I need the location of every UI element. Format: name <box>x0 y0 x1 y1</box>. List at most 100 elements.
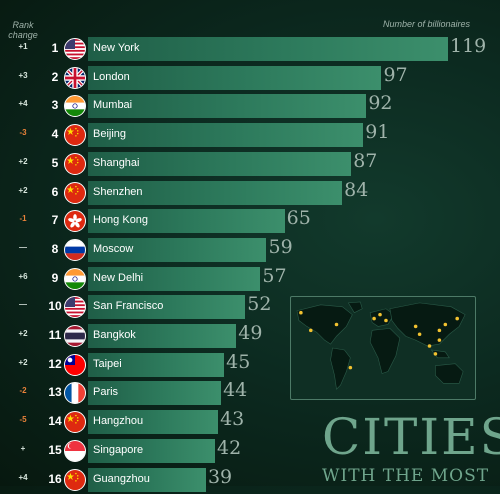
city-label: London <box>93 70 130 83</box>
rank-number: 16 <box>48 471 62 486</box>
rank-change: -1 <box>19 214 27 224</box>
bar <box>88 209 285 234</box>
chart-row: +15 Singapore 42 <box>0 437 500 465</box>
city-label: Beijing <box>93 128 127 141</box>
value-label: 65 <box>286 207 311 230</box>
value-label: 42 <box>217 436 242 459</box>
city-label: Hangzhou <box>93 415 144 428</box>
value-label: 97 <box>383 63 408 86</box>
chart-row: -3 4 Beijing 91 <box>0 121 500 149</box>
bar <box>88 295 246 320</box>
rank-number: 1 <box>51 41 59 55</box>
chart-row: +3 2 London 97 <box>0 64 500 92</box>
value-label: 49 <box>238 322 263 344</box>
chart-row: -2 13 Paris 44 <box>0 379 500 407</box>
bar <box>88 410 219 435</box>
flag-icon <box>64 38 86 60</box>
flag-icon <box>64 124 86 147</box>
rank-number: 12 <box>48 356 62 371</box>
world-map-icon <box>296 301 466 390</box>
rank-change: +4 <box>18 472 28 482</box>
city-label: Shanghai <box>93 156 140 169</box>
flag-icon <box>64 238 86 261</box>
value-label: 44 <box>223 379 248 402</box>
rank-number: 8 <box>51 241 59 256</box>
bar <box>88 123 364 148</box>
bar <box>88 151 352 176</box>
value-label: 57 <box>262 264 287 287</box>
flag-icon <box>64 439 86 462</box>
world-map-panel <box>290 296 476 400</box>
rank-number: 4 <box>51 127 59 142</box>
chart-row: — 8 Moscow 59 <box>0 236 500 264</box>
bar <box>88 381 222 406</box>
rank-change: -3 <box>19 128 27 138</box>
flag-icon <box>64 296 86 319</box>
value-label: 87 <box>353 149 378 172</box>
value-label: 52 <box>247 293 272 316</box>
value-label: 119 <box>450 35 487 57</box>
value-label: 43 <box>220 408 245 431</box>
flag-icon <box>64 411 86 434</box>
rank-change: +2 <box>18 156 28 166</box>
city-label: Mumbai <box>93 99 133 112</box>
bar <box>88 266 261 291</box>
flag-icon <box>64 325 86 347</box>
rank-change-header: Rank change <box>8 20 38 40</box>
rank-change: -2 <box>19 386 27 396</box>
bar <box>88 438 216 463</box>
value-label: 59 <box>268 235 293 258</box>
metric-label: Number of billionaires <box>382 19 470 29</box>
rank-number: 6 <box>51 184 59 199</box>
city-label: Shenzhen <box>93 185 143 198</box>
city-label: Hong Kong <box>93 214 149 227</box>
bar <box>88 352 225 377</box>
city-label: Moscow <box>93 242 134 255</box>
rank-number: 5 <box>51 155 59 170</box>
chart-row: +1 1 New York 119 <box>0 35 500 63</box>
rank-change: +2 <box>18 357 28 367</box>
bar <box>88 237 267 262</box>
rank-change: +3 <box>18 70 28 80</box>
bar <box>88 94 367 119</box>
rank-change: + <box>20 443 26 453</box>
city-label: Paris <box>93 386 119 399</box>
city-label: Guangzhou <box>93 472 150 485</box>
flag-icon <box>64 181 86 204</box>
bar <box>88 37 448 61</box>
chart-row: +2 5 Shanghai 87 <box>0 150 500 178</box>
flag-icon <box>64 152 86 175</box>
rank-number: 10 <box>48 299 62 314</box>
flag-icon <box>64 468 86 491</box>
rank-number: 9 <box>51 270 59 285</box>
rank-change: +6 <box>18 271 28 281</box>
flag-icon <box>64 267 86 290</box>
city-label: Bangkok <box>93 329 136 341</box>
rank-number: 14 <box>48 414 62 429</box>
value-label: 45 <box>226 350 251 373</box>
city-label: San Francisco <box>93 300 164 313</box>
flag-icon <box>64 210 86 233</box>
chart-row: +4 3 Mumbai 92 <box>0 92 500 120</box>
value-label: 92 <box>368 92 393 115</box>
chart-row: +2 11 Bangkok 49 <box>0 322 500 350</box>
chart-row: +2 12 Taipei 45 <box>0 351 500 379</box>
flag-icon <box>64 66 86 89</box>
rank-change: +4 <box>18 99 28 109</box>
rank-number: 2 <box>51 69 59 84</box>
rank-number: 13 <box>48 385 62 400</box>
flag-icon <box>64 382 86 405</box>
city-label: New York <box>93 42 140 54</box>
value-label: 91 <box>365 121 390 144</box>
value-label: 39 <box>207 465 233 488</box>
chart-row: -5 14 Hangzhou 43 <box>0 408 500 436</box>
bar <box>88 324 237 348</box>
flag-icon <box>64 95 86 118</box>
rank-number: 15 <box>48 442 62 457</box>
rank-change: — <box>19 242 27 252</box>
rank-number: 11 <box>48 328 62 342</box>
value-label: 84 <box>344 178 369 201</box>
chart-row: — 10 San Francisco 52 <box>0 293 500 321</box>
rank-change: +2 <box>18 185 28 195</box>
